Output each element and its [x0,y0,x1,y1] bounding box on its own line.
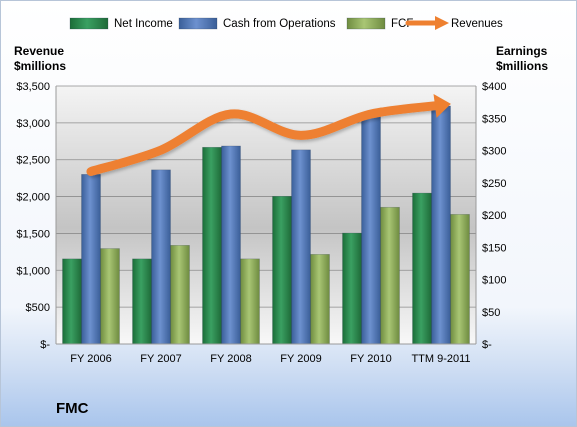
revenue-point [437,101,446,110]
bar-cash-from-operations [431,105,451,345]
right-tick-label: $100 [482,275,506,287]
legend-swatch-arrowhead [435,16,449,30]
right-tick-label: $200 [482,210,506,222]
bar-fcf [240,258,260,345]
plot-area [56,86,476,344]
bar-cash-from-operations [361,114,381,345]
revenue-point [157,146,166,155]
left-axis-title-line1: Revenue [14,44,64,58]
x-tick-label: FY 2007 [140,353,181,365]
legend-swatch-fcf [346,17,386,30]
revenue-point [227,110,236,119]
x-tick-label: FY 2006 [70,353,111,365]
revenue-arrowhead [433,94,451,118]
left-tick-label: $3,000 [16,118,50,130]
bar-net-income [132,258,152,345]
bar-net-income [342,232,362,345]
bar-fcf [450,214,470,345]
left-tick-label: $500 [26,302,50,314]
bar-net-income [62,258,82,345]
legend-swatch-cash-from-operations [178,17,218,30]
revenue-line [86,100,446,177]
revenue-point [297,131,306,140]
bar-cash-from-operations [151,169,171,345]
right-tick-label: $150 [482,242,506,254]
bar-net-income [272,195,292,345]
right-axis-title-line2: $millions [496,59,548,73]
right-tick-label: $250 [482,178,506,190]
left-tick-label: $3,500 [16,81,50,93]
left-tick-label: $- [40,339,50,351]
bar-fcf [310,254,330,345]
company-label: FMC [56,400,89,417]
legend-swatch-net-income [69,17,109,30]
revenue-point [87,167,96,176]
bar-fcf [380,206,400,345]
right-tick-label: $300 [482,146,506,158]
right-tick-label: $400 [482,81,506,93]
left-tick-label: $2,000 [16,192,50,204]
x-tick-labels: FY 2006 FY 2007 FY 2008 FY 2009 FY 2010 TTM 9… [70,353,470,365]
right-tick-label: $350 [482,113,506,125]
legend: Net Income Cash from Operations FCF Revenue… [69,16,503,30]
legend-label-cash-from-operations: Cash from Operations [223,18,336,30]
right-tick-labels: $- $50 $100 $150 $200 $250 $300 $350 $400 [482,81,506,351]
revenue-line-layer [86,94,451,177]
revenue-point [367,110,376,119]
bar-cash-from-operations [291,149,311,345]
bar-fcf [170,245,190,345]
left-tick-label: $2,500 [16,155,50,167]
left-tick-label: $1,500 [16,228,50,240]
bar-net-income [412,192,432,345]
bar-net-income [202,146,222,345]
left-tick-label: $1,000 [16,265,50,277]
x-tick-label: FY 2009 [280,353,321,365]
bar-cash-from-operations [81,174,101,345]
x-tick-label: FY 2010 [350,353,391,365]
x-tick-label: FY 2008 [210,353,251,365]
right-axis-title-line1: Earnings [496,44,548,58]
left-tick-labels: $- $500 $1,000 $1,500 $2,000 $2,500 $3,000 $3,5… [16,81,50,351]
right-tick-label: $50 [482,307,500,319]
legend-label-net-income: Net Income [114,18,173,30]
legend-label-revenues: Revenues [451,18,503,30]
bar-fcf [100,248,120,345]
left-axis-title-line2: $millions [14,59,66,73]
x-tick-label: TTM 9-2011 [411,353,470,365]
bars [62,105,470,345]
bar-cash-from-operations [221,145,241,345]
right-tick-label: $- [482,339,492,351]
